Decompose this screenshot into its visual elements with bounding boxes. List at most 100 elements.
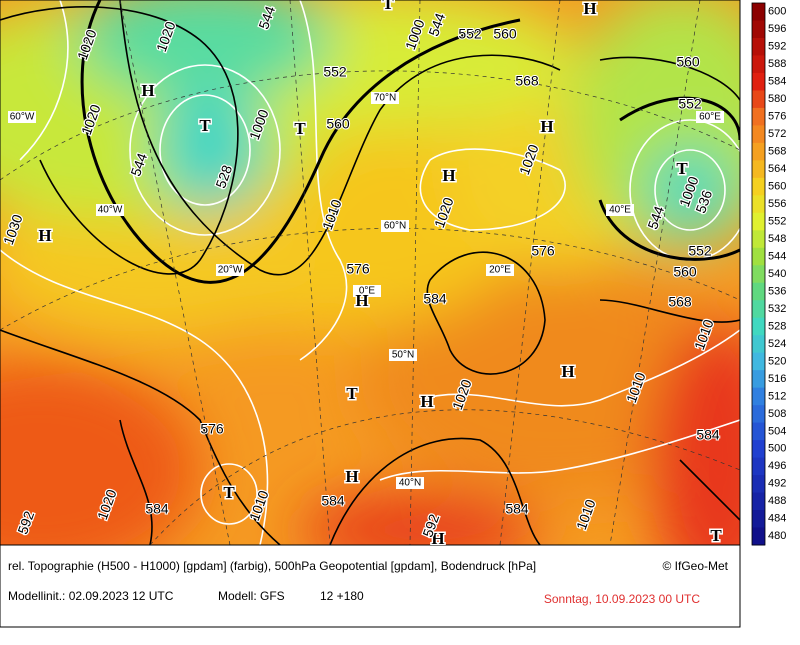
colorbar-swatch: [752, 282, 765, 301]
graticule-label-box: [216, 264, 244, 276]
colorbar-swatch: [752, 492, 765, 511]
geopotential-label: 560: [673, 264, 697, 280]
colorbar-label: 480: [768, 530, 786, 542]
pressure-center: H: [345, 467, 358, 486]
colorbar: 600 596 592 588 584 580 576 572 568 564 560 556 552 5…: [751, 2, 786, 546]
colorbar-label: 532: [768, 303, 786, 315]
graticule-label: 50°N: [392, 350, 414, 361]
colorbar-swatch: [752, 475, 765, 494]
colorbar-swatch: [752, 20, 765, 39]
colorbar-swatch: [752, 195, 765, 214]
colorbar-label: 484: [768, 513, 786, 525]
colorbar-label: 600: [768, 6, 786, 18]
pressure-center: H: [141, 81, 154, 100]
colorbar-swatch: [752, 177, 765, 196]
colorbar-label: 504: [768, 425, 786, 437]
graticule: [0, 0, 740, 545]
colorbar-swatch: [752, 55, 765, 74]
colorbar-label: 552: [768, 215, 786, 227]
colorbar-label: 580: [768, 93, 786, 105]
colorbar-swatch: [752, 352, 765, 371]
pressure-center: H: [540, 117, 553, 136]
graticule-label: 20°W: [218, 265, 243, 276]
geopotential-label: 552: [688, 243, 712, 259]
colorbar-swatch: [752, 422, 765, 441]
colorbar-swatch: [752, 3, 765, 21]
colorbar-label: 544: [768, 250, 786, 262]
colorbar-label: 584: [768, 76, 786, 88]
colorbar-label: 492: [768, 478, 786, 490]
graticule-label: 40°E: [609, 205, 631, 216]
geopotential-label: 584: [321, 493, 345, 509]
footer-box: [0, 544, 741, 628]
graticule-label-box: [606, 204, 634, 216]
graticule-label-box: [696, 111, 724, 123]
colorbar-swatch: [752, 527, 765, 546]
footer-valid: Sonntag, 10.09.2023 00 UTC: [544, 592, 700, 606]
pressure-center: T: [676, 159, 688, 178]
geopotential-label: 576: [200, 421, 224, 437]
graticule-label: 60°E: [699, 112, 721, 123]
geopotential-label: 584: [423, 291, 447, 307]
colorbar-swatch: [752, 510, 765, 529]
geopotential-label: 552: [678, 96, 702, 112]
colorbar-label: 596: [768, 23, 786, 35]
colorbar-label: 500: [768, 443, 786, 455]
geopotential-label: 568: [515, 73, 539, 89]
pressure-center: H: [420, 392, 433, 411]
pressure-center: T: [199, 116, 211, 135]
graticule-label: 40°W: [98, 205, 123, 216]
colorbar-label: 524: [768, 338, 786, 350]
pressure-center: H: [561, 362, 574, 381]
colorbar-swatch: [752, 37, 765, 56]
colorbar-label: 496: [768, 460, 786, 472]
colorbar-swatch: [752, 107, 765, 126]
geopotential-lines: [0, 0, 740, 545]
geopotential-label: 560: [326, 116, 350, 132]
pressure-center: H: [583, 0, 596, 18]
graticule-label-box: [8, 111, 36, 123]
colorbar-label: 536: [768, 285, 786, 297]
pressure-center: T: [294, 119, 306, 138]
graticule-label: 20°E: [489, 265, 511, 276]
graticule-label-box: [486, 264, 514, 276]
pressure-center: H: [38, 226, 51, 245]
colorbar-swatch: [752, 230, 765, 249]
colorbar-label: 564: [768, 163, 786, 175]
colorbar-swatch: [752, 160, 765, 179]
map-area: [0, 0, 740, 545]
pressure-center: T: [223, 483, 235, 502]
graticule-label-box: [371, 92, 399, 104]
geopotential-label: 584: [696, 427, 720, 443]
graticule-label: 60°N: [384, 221, 406, 232]
geopotential-label: 584: [145, 501, 169, 517]
colorbar-frame: [751, 2, 766, 546]
graticule-label-box: [353, 285, 381, 297]
footer-init: Modellinit.: 02.09.2023 12 UTC: [8, 589, 174, 603]
geopotential-label: 560: [676, 54, 700, 70]
footer-description: rel. Topographie (H500 - H1000) [gpdam] …: [8, 559, 536, 573]
graticule-label-box: [389, 349, 417, 361]
pressure-center: H: [355, 291, 368, 310]
colorbar-label: 548: [768, 233, 786, 245]
graticule-label: 0°E: [359, 286, 376, 297]
colorbar-swatch: [752, 247, 765, 266]
pressure-center: H: [442, 166, 455, 185]
graticule-label: 40°N: [399, 478, 421, 489]
colorbar-label: 556: [768, 198, 786, 210]
graticule-label-box: [381, 220, 409, 232]
colorbar-swatch: [752, 72, 765, 91]
geopotential-label: 576: [531, 243, 555, 259]
colorbar-swatch: [752, 370, 765, 389]
pressure-center: T: [346, 384, 358, 403]
colorbar-label: 512: [768, 390, 786, 402]
colorbar-swatch: [752, 457, 765, 476]
geopotential-label: 576: [346, 261, 370, 277]
colorbar-label: 572: [768, 128, 786, 140]
geopotential-label: 560: [493, 26, 517, 42]
colorbar-swatch: [752, 387, 765, 406]
colorbar-swatch: [752, 317, 765, 336]
colorbar-swatch: [752, 125, 765, 144]
